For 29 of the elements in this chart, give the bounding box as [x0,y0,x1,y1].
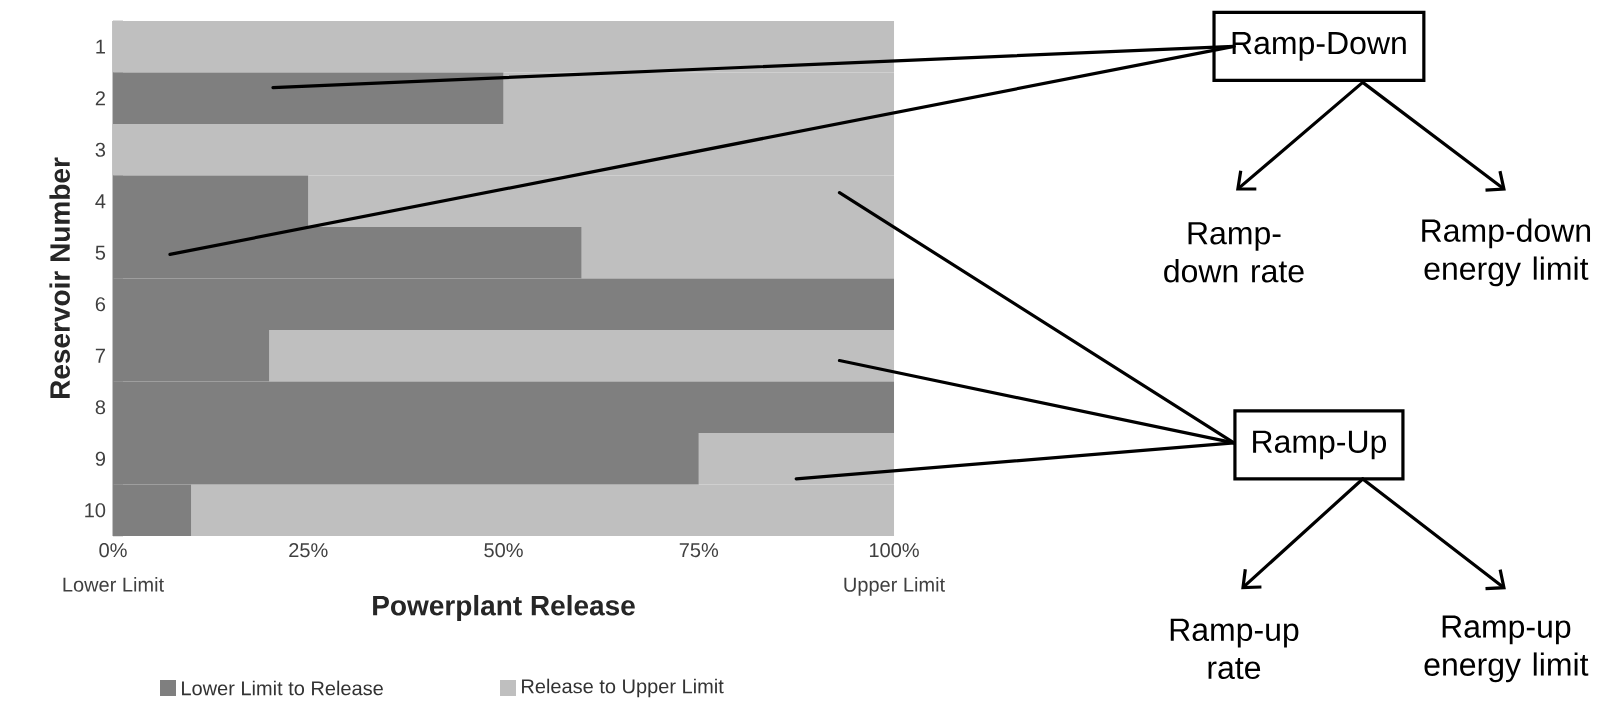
y-tick-label: 6 [95,297,106,312]
bar [113,72,504,124]
y-axis-title: Reservoir Number [49,157,70,398]
y-tick-label: 9 [95,451,106,466]
x-tick-label: 75% [679,543,719,558]
y-tick-label: 2 [95,91,105,106]
x-tick-label: 50% [484,543,523,558]
text: Ramp-Down [1232,32,1406,61]
y-tick-label: 7 [95,348,105,363]
y-tick-label: 5 [95,245,106,260]
legend-label: Release to Upper Limit [522,678,724,698]
text: Ramp-up rate [1170,618,1299,680]
legend-label: Lower Limit to Release [182,680,383,696]
text: Lower Limit [63,577,164,592]
text: Upper Limit [844,577,945,596]
text: Ramp-Up [1253,430,1387,460]
bar [269,330,895,382]
x-tick-label: 0% [99,543,127,558]
y-tick-label: 1 [96,39,105,54]
x-tick-label: 100% [869,543,919,558]
y-tick-label: 10 [85,503,106,518]
y-tick-label: 8 [95,400,106,415]
text: Ramp-down energy limit [1422,218,1591,287]
text: Ramp-up energy limit [1424,615,1589,683]
x-tick-label: 25% [289,543,328,558]
y-tick-label: 3 [95,142,106,157]
x-axis-title: Powerplant Release [373,594,635,622]
text: Ramp-down rate [1164,222,1304,283]
y-tick-label: 4 [95,194,106,209]
